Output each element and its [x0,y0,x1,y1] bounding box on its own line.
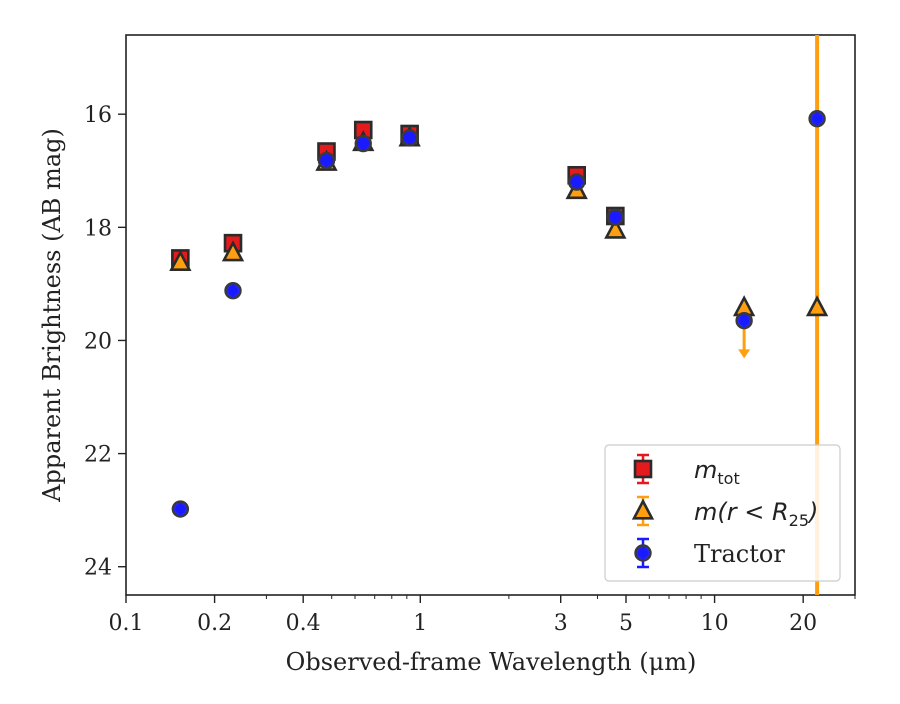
legend-marker [633,459,653,479]
m-r25-marker [169,249,192,271]
tractor-marker [568,173,586,191]
x-axis: 0.1 0.2 0.4 1 3 5 10 20 [109,595,856,636]
x-tick-label: 10 [701,611,729,636]
y-axis-title: Apparent Brightness (AB mag) [38,128,66,503]
legend-label: m(r < R25) [694,498,818,530]
legend-box [604,444,841,582]
legend-marker [634,544,652,562]
tractor-marker [606,208,625,226]
m-r25-marker [604,217,627,239]
plot-frame [125,34,856,596]
y-tick-label: 24 [84,556,112,581]
legend-entry-mr25: m(r < R25) [631,495,818,530]
tractor-marker [735,311,753,330]
y-axis: 16 18 20 22 24 [84,103,126,581]
x-axis-title: Observed-frame Wavelength (μm) [286,648,697,676]
x-tick-label: 3 [554,611,568,636]
x-tick-label: 0.2 [197,611,232,636]
y-tick-label: 18 [84,216,112,241]
x-tick-label: 0.4 [286,611,321,636]
x-tick-label: 0.1 [109,611,144,636]
y-tick-label: 22 [84,443,112,468]
x-tick-label: 5 [619,611,633,636]
y-tick-label: 20 [84,329,112,354]
y-tick-label: 16 [84,103,112,128]
legend-entry-tractor: Tractor [634,537,785,569]
legend-marker [631,498,655,520]
x-tick-label: 20 [789,611,817,636]
m-r25-marker [221,240,245,262]
tractor-marker [808,110,826,128]
legend-label: mtot [694,456,740,488]
tractor-marker [317,151,336,170]
m-r25-marker [805,295,829,317]
x-tick-label: 1 [413,611,427,636]
tractor-marker [171,500,190,518]
upper-limit-arrow [738,349,751,359]
tractor-marker [400,129,419,147]
legend-label: Tractor [694,540,785,568]
tractor-marker [224,281,242,300]
tractor-marker [354,134,372,153]
legend: mtot m(r < R25) Tractor [604,444,841,582]
legend-entry-mtot: mtot [633,453,740,488]
